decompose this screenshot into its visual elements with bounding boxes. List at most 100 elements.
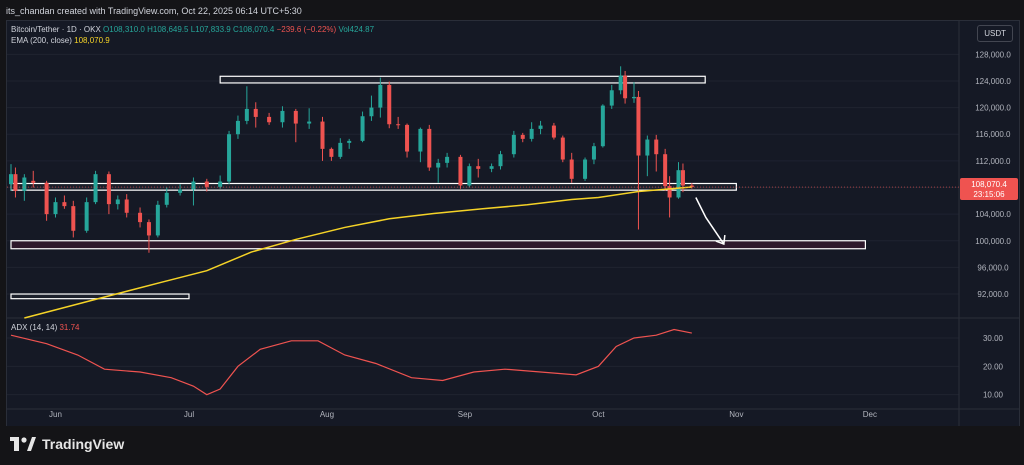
tradingview-logo[interactable]: TradingView [10,436,124,452]
price-tag-box [960,178,1018,201]
footer-bar: TradingView [0,426,1024,465]
legend-close: C108,070.4 [232,25,275,34]
candle-body [347,140,352,143]
ema-label: EMA (200, close) [11,36,72,45]
candle-body [520,134,525,139]
candle-body [267,116,272,123]
candle-body [489,166,494,169]
candle-body [689,185,694,188]
candle-body [164,192,169,205]
price-tick-label: 120,000.0 [975,104,1011,113]
candle-body [667,186,672,198]
price-tick-label: 96,000.0 [977,263,1009,272]
adx-tick-label: 10.00 [983,391,1004,400]
candle-body [405,124,410,152]
candle-body [538,125,543,129]
candle-body [218,181,223,187]
ema-line: EMA (200, close) 108,070.9 [11,35,374,46]
candle-body [84,202,89,231]
candle-body [227,134,232,182]
currency-badge[interactable]: USDT [977,25,1013,42]
candle-body [623,75,628,99]
candle-body [529,128,534,139]
month-label: Aug [320,410,334,419]
month-label: Dec [863,410,877,419]
adx-value: 31.74 [59,323,80,332]
candle-body [293,110,298,124]
candle-body [338,142,343,157]
zone-resistance-124k [219,75,706,84]
ema-200-line [24,186,692,319]
candle-body [569,159,574,179]
candle-body [427,128,432,168]
candle-body [71,206,76,231]
candle-body [418,128,423,152]
price-tick-label: 92,000.0 [977,290,1009,299]
candle-body [329,148,334,157]
candle-body [138,212,143,223]
candle-body [22,177,27,191]
candle-body [436,162,441,168]
candle-body [93,174,98,203]
legend-change: −239.6 (−0.22%) [276,25,337,34]
candle-body [387,84,392,125]
adx-label: ADX (14, 14) [11,323,58,332]
candle-body [600,105,605,147]
candle-body [560,137,565,160]
candle-body [320,121,325,149]
candle-body [632,96,636,99]
tradingview-logo-icon [10,437,36,451]
candle-body [253,108,258,117]
adx-legend: ADX (14, 14) 31.74 [11,323,80,332]
candle-body [115,199,120,205]
candle-body [378,84,383,108]
month-label: Sep [458,410,473,419]
price-tick-label: 128,000.0 [975,50,1011,59]
candle-body [191,181,196,190]
price-tick-label: 104,000.0 [975,210,1011,219]
candle-body [124,199,129,213]
legend-open: O108,310.0 [103,25,145,34]
price-chart-svg[interactable]: 128,000.0 124,000.0 120,000.0 116,000.0 112,… [7,21,1019,427]
candle-body [178,189,183,193]
price-tick-label: 112,000.0 [976,157,1012,166]
candle-body [360,116,365,141]
candle-body [618,75,623,91]
candle-body [445,156,450,163]
month-label: Nov [729,410,743,419]
candle-body [676,170,681,198]
month-label: Oct [592,410,605,419]
candle-body [53,202,58,215]
candle-body [307,121,312,124]
symbol-line: Bitcoin/Tether · 1D · OKX O108,310.0 H10… [11,24,374,35]
candle-body [476,166,481,169]
month-label: Jun [49,410,62,419]
candle-body [396,124,401,126]
candle-body [583,159,588,179]
candle-body [609,90,614,106]
candle-body [31,180,36,183]
candle-body [511,134,516,155]
ema-value: 108,070.9 [74,36,110,45]
candle-body [591,146,596,160]
adx-tick-label: 30.00 [983,334,1004,343]
candle-body [369,107,374,117]
candle-body [204,181,209,187]
candle-body [636,96,641,156]
zone-support-99.5k [10,240,867,250]
adx-line [10,328,692,396]
candle-body [280,110,285,123]
candle-body [663,154,668,187]
price-tick-label: 124,000.0 [975,77,1011,86]
candle-body [235,120,240,135]
tradingview-brand-text: TradingView [42,436,125,452]
candle-body [654,139,659,155]
candle-body [62,202,67,207]
candle-body [645,139,650,156]
chart-legend: Bitcoin/Tether · 1D · OKX O108,310.0 H10… [11,24,374,46]
candle-body [244,108,249,121]
price-tick-label: 116,000.0 [976,130,1012,139]
attribution-header: its_chandan created with TradingView.com… [6,6,302,16]
chart-panel[interactable]: 128,000.0 124,000.0 120,000.0 116,000.0 112,… [6,20,1020,428]
